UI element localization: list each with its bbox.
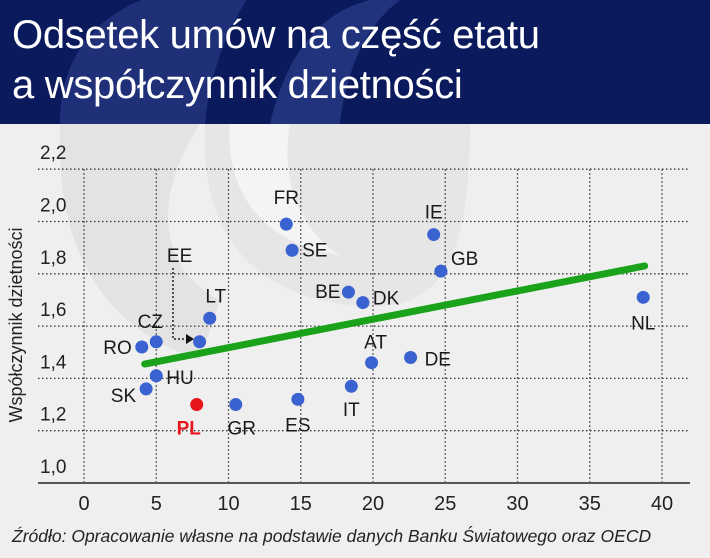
point-marker [149, 369, 163, 383]
y-tick-label: 1,8 [40, 248, 66, 269]
data-point-lt: LT [203, 286, 226, 325]
point-label: HU [166, 368, 193, 389]
point-label: NL [631, 313, 655, 334]
point-label: FR [274, 188, 299, 209]
data-point-nl: NL [631, 290, 655, 334]
point-label: EE [167, 246, 192, 267]
y-tick-label: 1,4 [40, 352, 67, 373]
data-point-sk: SK [111, 382, 153, 407]
point-marker [135, 340, 149, 354]
data-point-pl: PL [177, 398, 204, 440]
x-tick-label: 15 [290, 493, 312, 515]
point-marker [193, 335, 207, 349]
point-marker [365, 356, 379, 370]
data-point-gr: GR [227, 398, 256, 440]
trend-line [141, 262, 649, 368]
point-marker [190, 398, 204, 412]
x-tick-label: 10 [217, 493, 239, 515]
point-marker [434, 264, 448, 278]
data-point-it: IT [343, 379, 360, 421]
point-marker [285, 243, 299, 257]
x-tick-label: 5 [151, 493, 162, 515]
grid [38, 168, 690, 483]
source-note: Źródło: Opracowanie własne na podstawie … [12, 526, 652, 546]
x-axis-ticks: 0 5 10 15 20 25 30 35 40 [78, 493, 673, 515]
title-line-1: Odsetek umów na część etatu [12, 13, 540, 57]
point-marker [291, 392, 305, 406]
point-marker [636, 290, 650, 304]
logo-watermark [60, 0, 400, 124]
data-point-gb: GB [434, 249, 478, 278]
title-line-2: a współczynnik dzietności [12, 63, 463, 107]
x-tick-label: 0 [78, 493, 89, 515]
data-point-ie: IE [425, 203, 443, 242]
x-tick-label: 30 [506, 493, 528, 515]
logo-watermark-ring [59, 124, 471, 360]
chart-header: Odsetek umów na część etatu a współczynn… [0, 0, 710, 124]
y-tick-label: 2,0 [40, 196, 66, 217]
point-label: GR [227, 419, 256, 440]
point-label: AT [364, 333, 387, 354]
data-point-es: ES [285, 392, 311, 436]
point-label: BE [315, 282, 340, 303]
point-label: IE [425, 203, 443, 224]
data-point-fr: FR [274, 188, 299, 231]
point-marker [404, 350, 418, 364]
y-tick-label: 1,0 [40, 457, 66, 478]
x-tick-label: 35 [579, 493, 601, 515]
y-tick-label: 2,2 [40, 143, 66, 164]
point-label: RO [103, 338, 132, 359]
ee-annotation-arrow [172, 268, 194, 344]
point-marker [344, 379, 358, 393]
point-marker [427, 228, 441, 242]
point-marker [356, 296, 370, 310]
point-label: GB [451, 249, 478, 270]
data-points: FR SE IE GB BE DK NL LT EE CZ RO AT DE HU SK IT ES GR PL [103, 188, 655, 439]
point-label: SE [302, 240, 327, 261]
x-tick-label: 20 [362, 493, 384, 515]
point-marker [149, 335, 163, 349]
point-marker [203, 311, 217, 325]
data-point-dk: DK [356, 289, 400, 310]
data-point-cz: CZ [138, 312, 164, 349]
y-tick-label: 1,2 [40, 405, 66, 426]
data-point-hu: HU [149, 368, 194, 389]
point-label: CZ [138, 312, 164, 333]
point-label: PL [177, 419, 202, 440]
y-axis-ticks: 1,0 1,2 1,4 1,6 1,8 2,0 2,2 [40, 143, 67, 478]
point-marker [229, 398, 243, 412]
point-label: LT [205, 286, 226, 307]
y-axis-label: Współczynnik dzietności [6, 227, 26, 422]
x-tick-label: 25 [434, 493, 456, 515]
data-point-ro: RO [103, 338, 149, 359]
chart-title: Odsetek umów na część etatu a współczynn… [12, 10, 540, 110]
chart-area: 1,0 1,2 1,4 1,6 1,8 2,0 2,2 0 5 10 15 20 25 30 35 40 W… [6, 124, 690, 515]
point-label: ES [285, 415, 310, 436]
data-point-se: SE [285, 240, 327, 261]
data-point-ee: EE [167, 246, 207, 349]
point-label: DK [373, 289, 400, 310]
point-label: DE [425, 349, 451, 370]
point-label: SK [111, 386, 137, 407]
point-marker [139, 382, 153, 396]
data-point-at: AT [364, 333, 387, 370]
point-marker [279, 217, 293, 231]
y-tick-label: 1,6 [40, 300, 66, 321]
data-point-de: DE [404, 349, 451, 370]
x-tick-label: 40 [651, 493, 673, 515]
point-label: IT [343, 400, 360, 421]
point-marker [341, 285, 355, 299]
data-point-be: BE [315, 282, 355, 303]
